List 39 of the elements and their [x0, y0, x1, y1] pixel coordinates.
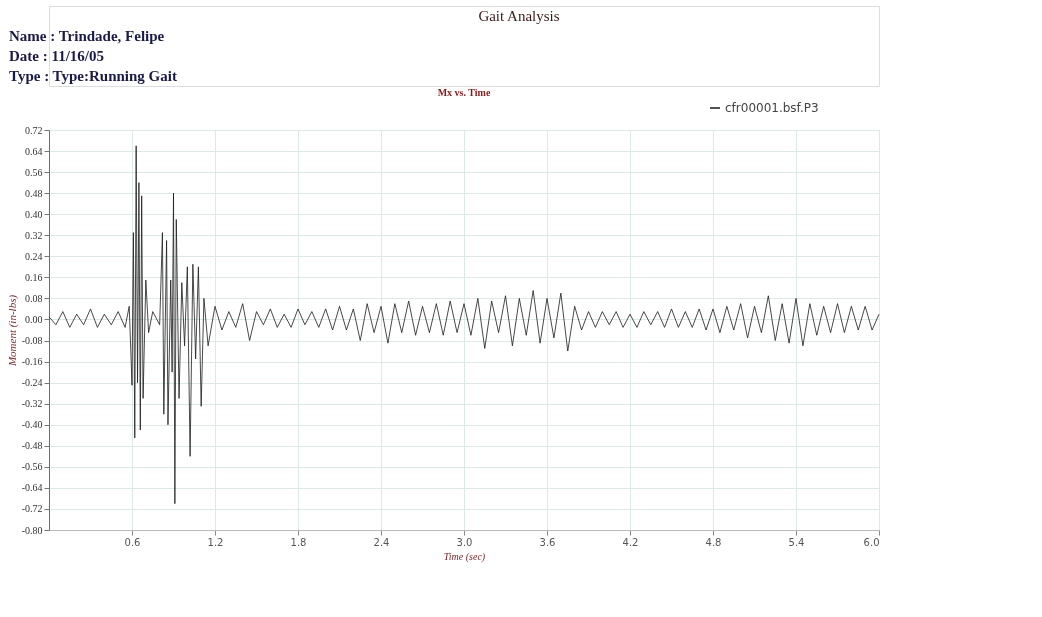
y-tick-label: 0.24 — [25, 250, 43, 262]
y-tick-label: -0.48 — [21, 440, 43, 452]
text: Name : Trindade, Felipe — [9, 28, 165, 44]
y-tick-label: -0.40 — [21, 419, 43, 431]
y-tick-label: -0.64 — [21, 482, 43, 494]
y-tick-label: -0.72 — [21, 503, 43, 515]
y-tick-label: -0.24 — [21, 377, 43, 389]
y-tick-label: 0.48 — [25, 187, 43, 199]
x-tick-label: 0.6 — [124, 536, 141, 548]
x-axis-title: Time (sec) — [443, 550, 486, 563]
y-tick-label: 0.00 — [25, 313, 43, 325]
text: Type : Type:Running Gait — [9, 68, 177, 84]
line-series — [48, 145, 880, 505]
x-tick-label: 4.2 — [622, 536, 639, 548]
y-tick-label: 0.32 — [25, 229, 43, 241]
y-tick-label: -0.56 — [21, 461, 43, 473]
legend-label: cfr00001.bsf.P3 — [725, 101, 819, 115]
y-tick-label: -0.80 — [21, 524, 43, 536]
text: Date : 11/16/05 — [9, 48, 104, 64]
x-tick-label: 5.4 — [788, 536, 805, 548]
y-tick-label: 0.56 — [25, 166, 43, 178]
x-tick-label: 3.0 — [456, 536, 473, 548]
y-tick-label: -0.16 — [21, 356, 43, 368]
y-tick-label: 0.08 — [25, 292, 43, 304]
y-tick-label: 0.16 — [25, 271, 43, 283]
chart-title: Gait Analysis — [478, 8, 560, 24]
x-tick-label: 1.2 — [207, 536, 224, 548]
y-tick-label: 0.64 — [25, 145, 43, 157]
y-tick-label: -0.08 — [21, 335, 43, 347]
chart-subtitle: Mx vs. Time — [437, 87, 491, 98]
x-tick-label: 3.6 — [539, 536, 556, 548]
y-tick-label: -0.32 — [21, 398, 43, 410]
x-tick-label: 6.0 — [863, 536, 880, 548]
y-tick-label: 0.72 — [25, 124, 43, 136]
x-tick-label: 2.4 — [373, 536, 390, 548]
x-tick-label: 4.8 — [705, 536, 722, 548]
x-tick-label: 1.8 — [290, 536, 307, 548]
y-axis-title: Moment (in-lbs) — [5, 294, 19, 368]
y-tick-label: 0.40 — [25, 208, 43, 220]
